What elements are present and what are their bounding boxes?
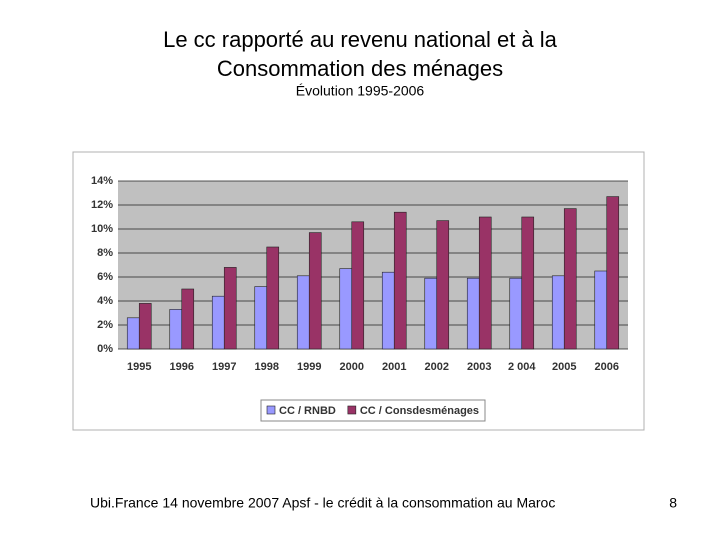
subtitle: Évolution 1995-2006	[296, 83, 425, 99]
bar	[254, 286, 268, 350]
bar	[594, 270, 608, 350]
y-tick-label: 4%	[97, 295, 113, 307]
legend-box	[260, 399, 486, 422]
bar	[296, 275, 310, 350]
bar	[181, 288, 195, 350]
legend-swatch	[347, 405, 357, 415]
y-tick-label: 2%	[97, 319, 113, 331]
legend-swatch	[266, 405, 276, 415]
footer-text: Ubi.France 14 novembre 2007 Apsf - le cr…	[90, 495, 555, 511]
x-tick-label: 2001	[382, 361, 406, 373]
bar	[169, 309, 183, 350]
bar	[521, 216, 535, 350]
bar	[381, 271, 395, 350]
x-tick-label: 2005	[552, 361, 576, 373]
x-tick-label: 1998	[255, 361, 279, 373]
bar	[424, 277, 438, 350]
bar	[308, 232, 322, 350]
y-tick-label: 10%	[91, 223, 113, 235]
slide-title: Le cc rapporté au revenu national et à l…	[163, 27, 558, 52]
bar	[138, 303, 152, 350]
y-tick-label: 12%	[91, 199, 113, 211]
bar	[436, 220, 450, 350]
bar	[126, 317, 140, 350]
y-tick-label: 0%	[97, 343, 113, 355]
y-tick-label: 14%	[91, 175, 113, 187]
bar	[339, 268, 353, 350]
y-tick-label: 8%	[97, 247, 113, 259]
bar	[509, 277, 523, 350]
legend-label: CC / RNBD	[279, 405, 336, 417]
x-tick-label: 2003	[467, 361, 491, 373]
x-tick-label: 2006	[595, 361, 619, 373]
x-tick-label: 1996	[170, 361, 194, 373]
x-tick-label: 1999	[297, 361, 321, 373]
bar	[551, 275, 565, 350]
bar	[606, 196, 620, 350]
bar	[466, 277, 480, 350]
bar	[211, 295, 225, 350]
x-tick-label: 1997	[212, 361, 236, 373]
y-tick-label: 6%	[97, 271, 113, 283]
slide-title: Consommation des ménages	[217, 56, 503, 81]
bar	[393, 211, 407, 350]
bar	[563, 208, 577, 350]
x-tick-label: 1995	[127, 361, 151, 373]
x-tick-label: 2000	[340, 361, 364, 373]
legend-label: CC / Consdesménages	[360, 405, 479, 417]
x-tick-label: 2002	[425, 361, 449, 373]
x-tick-label: 2 004	[508, 361, 536, 373]
bar	[223, 267, 237, 350]
bar	[351, 221, 365, 350]
plot-area	[118, 181, 628, 349]
page-number: 8	[669, 495, 677, 511]
bar	[266, 246, 280, 350]
bar	[478, 216, 492, 350]
